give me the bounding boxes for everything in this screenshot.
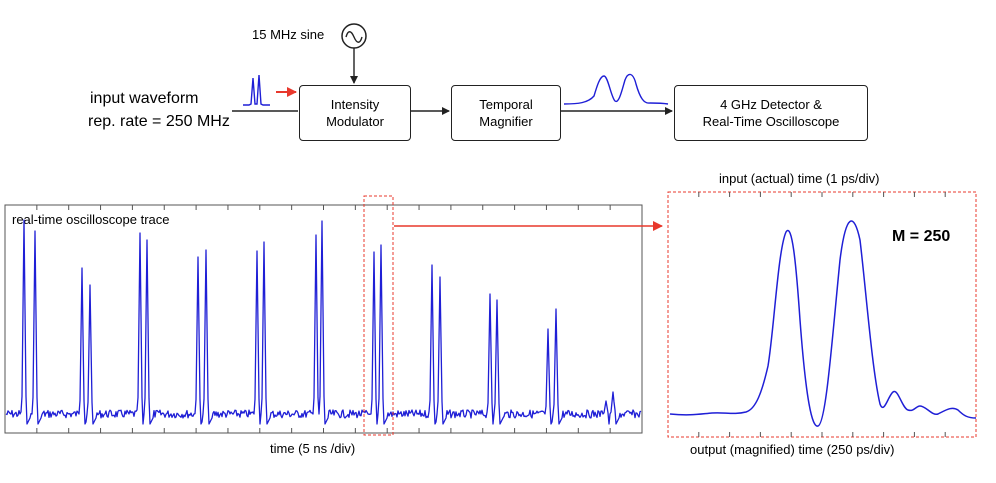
rep-rate-label: rep. rate = 250 MHz xyxy=(88,113,230,130)
block-label: Magnifier xyxy=(479,114,533,129)
block-label: Modulator xyxy=(326,114,384,129)
block-label: Intensity xyxy=(330,97,380,112)
trace-label: real-time oscilloscope trace xyxy=(12,212,170,227)
left-x-axis-label: time (5 ns /div) xyxy=(270,441,356,456)
input-waveform-label: input waveform xyxy=(90,90,199,107)
magnification-label: M = 250 xyxy=(892,228,951,245)
block-label: 4 GHz Detector & xyxy=(720,97,822,112)
zoom-highlight-box xyxy=(363,195,394,436)
block-label: Temporal xyxy=(479,97,533,112)
right-bottom-axis-label: output (magnified) time (250 ps/div) xyxy=(690,442,895,457)
right-top-axis-label: input (actual) time (1 ps/div) xyxy=(719,171,880,186)
input-pulse-icon xyxy=(243,74,270,106)
right-plot-ticks xyxy=(698,192,946,437)
temporal-magnifier-block: Temporal Magnifier xyxy=(451,85,561,141)
left-plot-ticks xyxy=(36,205,611,433)
magnified-pulse-icon xyxy=(563,73,669,105)
sine-label: 15 MHz sine xyxy=(252,27,325,42)
intensity-modulator-block: Intensity Modulator xyxy=(299,85,411,141)
sine-wave-glyph xyxy=(345,31,363,43)
oscilloscope-trace xyxy=(5,219,642,425)
magnified-trace xyxy=(669,220,977,427)
right-plot-frame xyxy=(667,191,977,438)
block-label: Real-Time Oscilloscope xyxy=(702,114,840,129)
detector-oscilloscope-block: 4 GHz Detector & Real-Time Oscilloscope xyxy=(674,85,868,141)
